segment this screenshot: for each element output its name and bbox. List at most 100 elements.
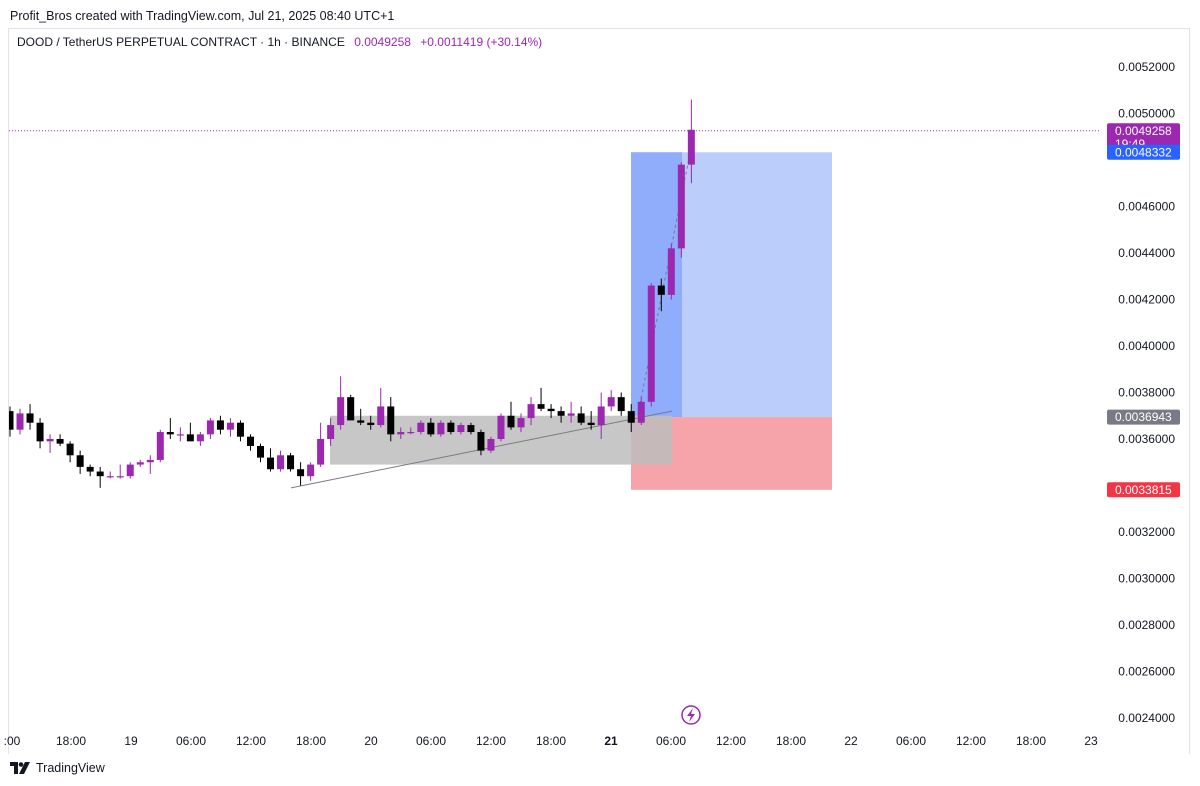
candle-body <box>497 415 505 439</box>
candle-body <box>86 466 94 472</box>
event-icon-bolt <box>687 708 695 722</box>
candle-body <box>437 422 445 435</box>
entry-price-label: 0.0036943 <box>1107 409 1180 425</box>
candle-body <box>377 406 385 426</box>
y-tick-label: 0.0028000 <box>1118 618 1175 632</box>
candle-body <box>146 459 154 463</box>
candle-body <box>647 285 655 402</box>
target-price-label: 0.0048332 <box>1107 144 1180 160</box>
candle-body <box>287 455 295 470</box>
x-tick-label: 06:00 <box>416 734 446 748</box>
footer-brand-label: TradingView <box>36 761 105 775</box>
candle-body <box>447 422 455 433</box>
candle-body <box>26 413 34 423</box>
candle-body <box>156 432 164 460</box>
candle-body <box>547 408 555 412</box>
candle-body <box>577 413 585 423</box>
candle-body <box>567 413 575 416</box>
x-tick-label: 19 <box>124 734 138 748</box>
candle-body <box>317 439 325 465</box>
candle-body <box>517 418 525 428</box>
y-tick-label: 0.0038000 <box>1118 386 1175 400</box>
candle-body <box>96 471 104 477</box>
x-tick-label: 18:00 <box>536 734 566 748</box>
plot-area <box>9 99 1099 490</box>
candle-body <box>246 436 254 446</box>
x-tick-label: 18:00 <box>1016 734 1046 748</box>
x-tick-label: 18:00 <box>56 734 86 748</box>
y-tick-label: 0.0046000 <box>1118 200 1175 214</box>
x-tick-label: 12:00 <box>956 734 986 748</box>
chart-frame <box>8 28 1190 754</box>
x-tick-label: 20 <box>364 734 378 748</box>
y-tick-label: 0.0024000 <box>1118 711 1175 725</box>
chart-credit: Profit_Bros created with TradingView.com… <box>10 9 395 23</box>
candle-body <box>36 422 44 442</box>
candle-body <box>507 415 515 428</box>
stop-price-label-bg <box>1107 482 1180 498</box>
candle-body <box>236 422 244 437</box>
candle-body <box>467 425 475 433</box>
candle-body <box>427 422 435 435</box>
candle-body <box>196 434 204 442</box>
candle-body <box>617 397 625 412</box>
candle-body <box>106 476 114 478</box>
candle-body <box>357 420 365 423</box>
event-lightning-icon <box>681 705 701 725</box>
candle-body <box>136 462 144 465</box>
candle-body <box>347 397 355 421</box>
candle-body <box>457 425 465 433</box>
x-tick-label: 22 <box>844 734 858 748</box>
x-tick-label: 18:00 <box>776 734 806 748</box>
stop-price-label-text: 0.0033815 <box>1115 483 1172 497</box>
stop-price-label: 0.0033815 <box>1107 482 1180 498</box>
candle-body <box>397 432 405 435</box>
candle-body <box>186 434 194 442</box>
y-tick-label: 0.0040000 <box>1118 339 1175 353</box>
entry-price-label-text: 0.0036943 <box>1115 410 1172 424</box>
candle-body <box>487 439 495 451</box>
candle-body <box>216 420 224 430</box>
y-tick-label: 0.0044000 <box>1118 246 1175 260</box>
candles <box>9 99 695 488</box>
x-tick-label: :00 <box>4 734 21 748</box>
candle-body <box>537 404 545 409</box>
candle-body <box>687 129 695 165</box>
candle-body <box>327 425 335 439</box>
x-tick-label: 23 <box>1084 734 1098 748</box>
x-tick-label: 12:00 <box>236 734 266 748</box>
candle-body <box>16 413 24 430</box>
x-tick-label: 21 <box>604 734 618 748</box>
candle-body <box>307 464 315 477</box>
entry-price-label-bg <box>1107 409 1180 425</box>
candle-body <box>387 406 395 435</box>
candle-body <box>116 476 124 478</box>
y-tick-label: 0.0030000 <box>1118 572 1175 586</box>
y-axis: 0.0052000 0.0050000 0.0046000 0.0044000 0.00… <box>1118 60 1175 725</box>
symbol-title: DOOD / TetherUS PERPETUAL CONTRACT · 1h … <box>17 35 345 49</box>
symbol-legend: DOOD / TetherUS PERPETUAL CONTRACT · 1h … <box>17 35 542 49</box>
target-price-label-text: 0.0048332 <box>1115 145 1172 159</box>
candle-body <box>76 455 84 467</box>
candle-body <box>557 411 565 416</box>
x-tick-label: 06:00 <box>656 734 686 748</box>
last-price-label-bg <box>1107 123 1180 152</box>
y-tick-label: 0.0042000 <box>1118 293 1175 307</box>
candle-body <box>126 464 134 477</box>
candle-body <box>607 397 615 407</box>
candle-body <box>166 432 174 435</box>
candle-body <box>677 164 685 249</box>
candle-body <box>226 422 234 430</box>
tradingview-logo-icon <box>10 762 30 774</box>
y-tick-label: 0.0026000 <box>1118 665 1175 679</box>
candle-body <box>407 432 415 434</box>
last-price-label-text: 0.0049258 <box>1115 124 1172 138</box>
y-tick-label: 0.0052000 <box>1118 60 1175 74</box>
candle-body <box>367 422 375 426</box>
candle-body <box>9 411 14 430</box>
y-tick-label: 0.0036000 <box>1118 432 1175 446</box>
candle-body <box>627 411 635 423</box>
candle-body <box>637 401 645 423</box>
candle-body <box>297 469 305 477</box>
